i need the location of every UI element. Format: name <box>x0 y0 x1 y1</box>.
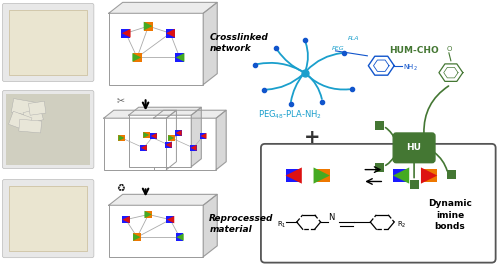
Bar <box>175 53 184 62</box>
Bar <box>128 115 192 167</box>
Text: N: N <box>328 213 335 222</box>
Bar <box>166 29 174 38</box>
Polygon shape <box>151 133 157 139</box>
Polygon shape <box>154 110 226 118</box>
Text: Reprocessed
material: Reprocessed material <box>209 214 274 234</box>
Bar <box>12 99 35 116</box>
Bar <box>122 29 130 38</box>
FancyBboxPatch shape <box>393 133 435 163</box>
Polygon shape <box>204 2 217 85</box>
Polygon shape <box>109 2 217 13</box>
Polygon shape <box>216 110 226 170</box>
Bar <box>10 187 87 251</box>
Bar <box>140 145 147 151</box>
Bar <box>122 216 130 223</box>
Polygon shape <box>144 211 152 218</box>
Bar <box>286 169 300 183</box>
Bar <box>410 180 418 189</box>
Bar <box>423 169 437 183</box>
Polygon shape <box>421 167 437 184</box>
Text: Dynamic
imine
bonds: Dynamic imine bonds <box>428 199 472 231</box>
Polygon shape <box>141 145 147 151</box>
Polygon shape <box>176 130 182 136</box>
Bar <box>6 94 90 165</box>
Polygon shape <box>132 53 141 62</box>
Bar <box>132 53 141 62</box>
Polygon shape <box>286 167 302 184</box>
FancyBboxPatch shape <box>2 3 94 82</box>
Bar <box>150 133 157 139</box>
FancyBboxPatch shape <box>2 90 94 169</box>
Bar <box>166 216 174 223</box>
Polygon shape <box>122 216 130 223</box>
Text: O: O <box>446 46 452 52</box>
Text: PLA: PLA <box>348 37 359 42</box>
Bar <box>104 118 166 170</box>
Bar <box>10 10 87 75</box>
Polygon shape <box>314 167 330 184</box>
Text: ♻: ♻ <box>116 182 125 192</box>
Bar <box>448 170 456 179</box>
Polygon shape <box>128 107 202 115</box>
Polygon shape <box>166 110 176 170</box>
Polygon shape <box>200 133 206 139</box>
Polygon shape <box>190 145 196 151</box>
Polygon shape <box>144 22 152 30</box>
Polygon shape <box>118 135 124 141</box>
Polygon shape <box>144 132 150 138</box>
Text: HU: HU <box>406 143 422 152</box>
FancyBboxPatch shape <box>2 179 94 258</box>
Text: R$_1$: R$_1$ <box>277 220 286 230</box>
Bar <box>168 135 174 141</box>
Bar <box>375 163 384 172</box>
Polygon shape <box>166 29 175 38</box>
Bar <box>393 169 407 183</box>
Bar <box>19 119 42 133</box>
Text: HUM-CHO: HUM-CHO <box>389 46 439 55</box>
Bar <box>175 130 182 136</box>
Bar <box>144 22 153 30</box>
Text: Crosslinked
network: Crosslinked network <box>209 33 268 53</box>
Bar <box>109 13 204 85</box>
Polygon shape <box>109 194 217 205</box>
Polygon shape <box>167 216 174 223</box>
Text: PEG$_{48}$-PLA-NH$_2$: PEG$_{48}$-PLA-NH$_2$ <box>258 109 322 121</box>
Polygon shape <box>176 53 184 62</box>
FancyBboxPatch shape <box>261 144 496 263</box>
Polygon shape <box>204 194 217 257</box>
Bar <box>176 233 184 241</box>
Bar <box>144 211 152 218</box>
Bar <box>165 142 172 148</box>
Bar <box>134 233 141 241</box>
Polygon shape <box>393 167 409 184</box>
Polygon shape <box>104 110 176 118</box>
Bar <box>23 108 44 124</box>
Bar <box>316 169 330 183</box>
Polygon shape <box>122 29 130 38</box>
Polygon shape <box>192 107 202 167</box>
Bar <box>190 145 196 151</box>
Text: R$_2$: R$_2$ <box>397 220 407 230</box>
Text: +: + <box>304 129 320 147</box>
Text: PEG: PEG <box>332 46 344 51</box>
Text: NH$_2$: NH$_2$ <box>403 63 418 73</box>
Polygon shape <box>166 142 172 148</box>
Polygon shape <box>176 233 184 241</box>
Bar <box>28 101 46 115</box>
Bar <box>200 133 206 139</box>
Polygon shape <box>168 135 174 141</box>
Polygon shape <box>133 233 140 241</box>
Bar <box>8 111 32 131</box>
Bar <box>109 205 204 257</box>
Bar <box>118 135 125 141</box>
Bar <box>375 121 384 130</box>
Bar <box>144 132 150 138</box>
Bar <box>154 118 216 170</box>
Text: ✂: ✂ <box>116 95 125 105</box>
